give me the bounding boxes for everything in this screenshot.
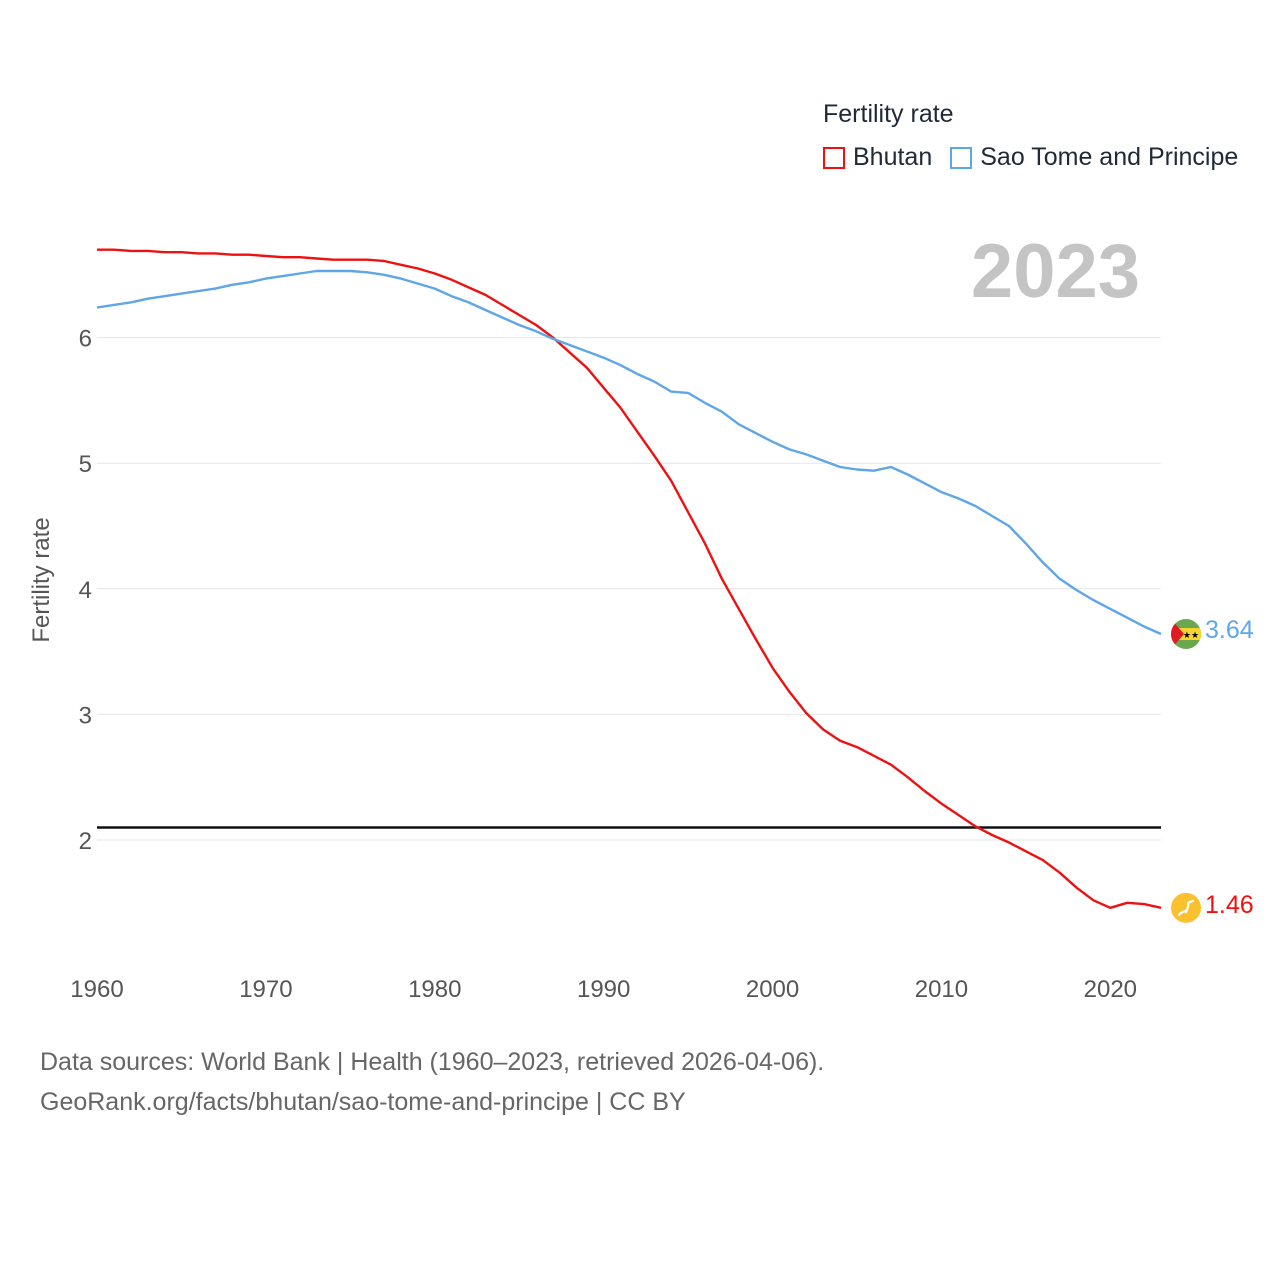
- x-tick-label: 2000: [746, 976, 799, 1003]
- bhutan-flag-icon: [1171, 892, 1201, 923]
- end-value-bhutan: 1.46: [1205, 891, 1254, 919]
- x-tick-label: 1990: [577, 976, 630, 1003]
- svg-text:★★: ★★: [1183, 630, 1199, 640]
- series-line-sao-tome: [96, 269, 1162, 636]
- footer-link[interactable]: GeoRank.org/facts/bhutan/sao-tome-and-pr…: [40, 1088, 686, 1116]
- y-tick-label: 5: [79, 451, 92, 478]
- y-tick-label: 3: [79, 702, 92, 729]
- sao-tome-flag-icon: ★★: [1171, 619, 1201, 650]
- end-value-sao-tome: 3.64: [1205, 616, 1254, 644]
- year-label: 2023: [970, 229, 1140, 314]
- legend-label-sao-tome: Sao Tome and Principe: [980, 143, 1239, 171]
- footer-sources: Data sources: World Bank | Health (1960–…: [40, 1048, 825, 1076]
- x-tick-label: 2020: [1084, 976, 1137, 1003]
- y-tick-label: 2: [79, 828, 92, 855]
- series-line-bhutan: [97, 248, 1162, 909]
- legend-swatch-sao-tome: [950, 146, 973, 169]
- legend-item-bhutan[interactable]: Bhutan: [823, 143, 932, 172]
- y-tick-label: 4: [79, 577, 92, 604]
- x-tick-label: 2010: [915, 976, 968, 1003]
- y-tick-label: 6: [79, 326, 92, 353]
- legend-title: Fertility rate: [823, 100, 954, 128]
- x-tick-label: 1980: [408, 976, 461, 1003]
- legend: Bhutan Sao Tome and Principe: [823, 143, 1256, 172]
- x-tick-label: 1970: [239, 976, 292, 1003]
- legend-item-sao-tome[interactable]: Sao Tome and Principe: [950, 143, 1238, 172]
- x-tick-label: 1960: [70, 976, 123, 1003]
- legend-label-bhutan: Bhutan: [853, 143, 933, 171]
- legend-swatch-bhutan: [823, 146, 845, 169]
- footer: Data sources: World Bank | Health (1960–…: [40, 1042, 824, 1122]
